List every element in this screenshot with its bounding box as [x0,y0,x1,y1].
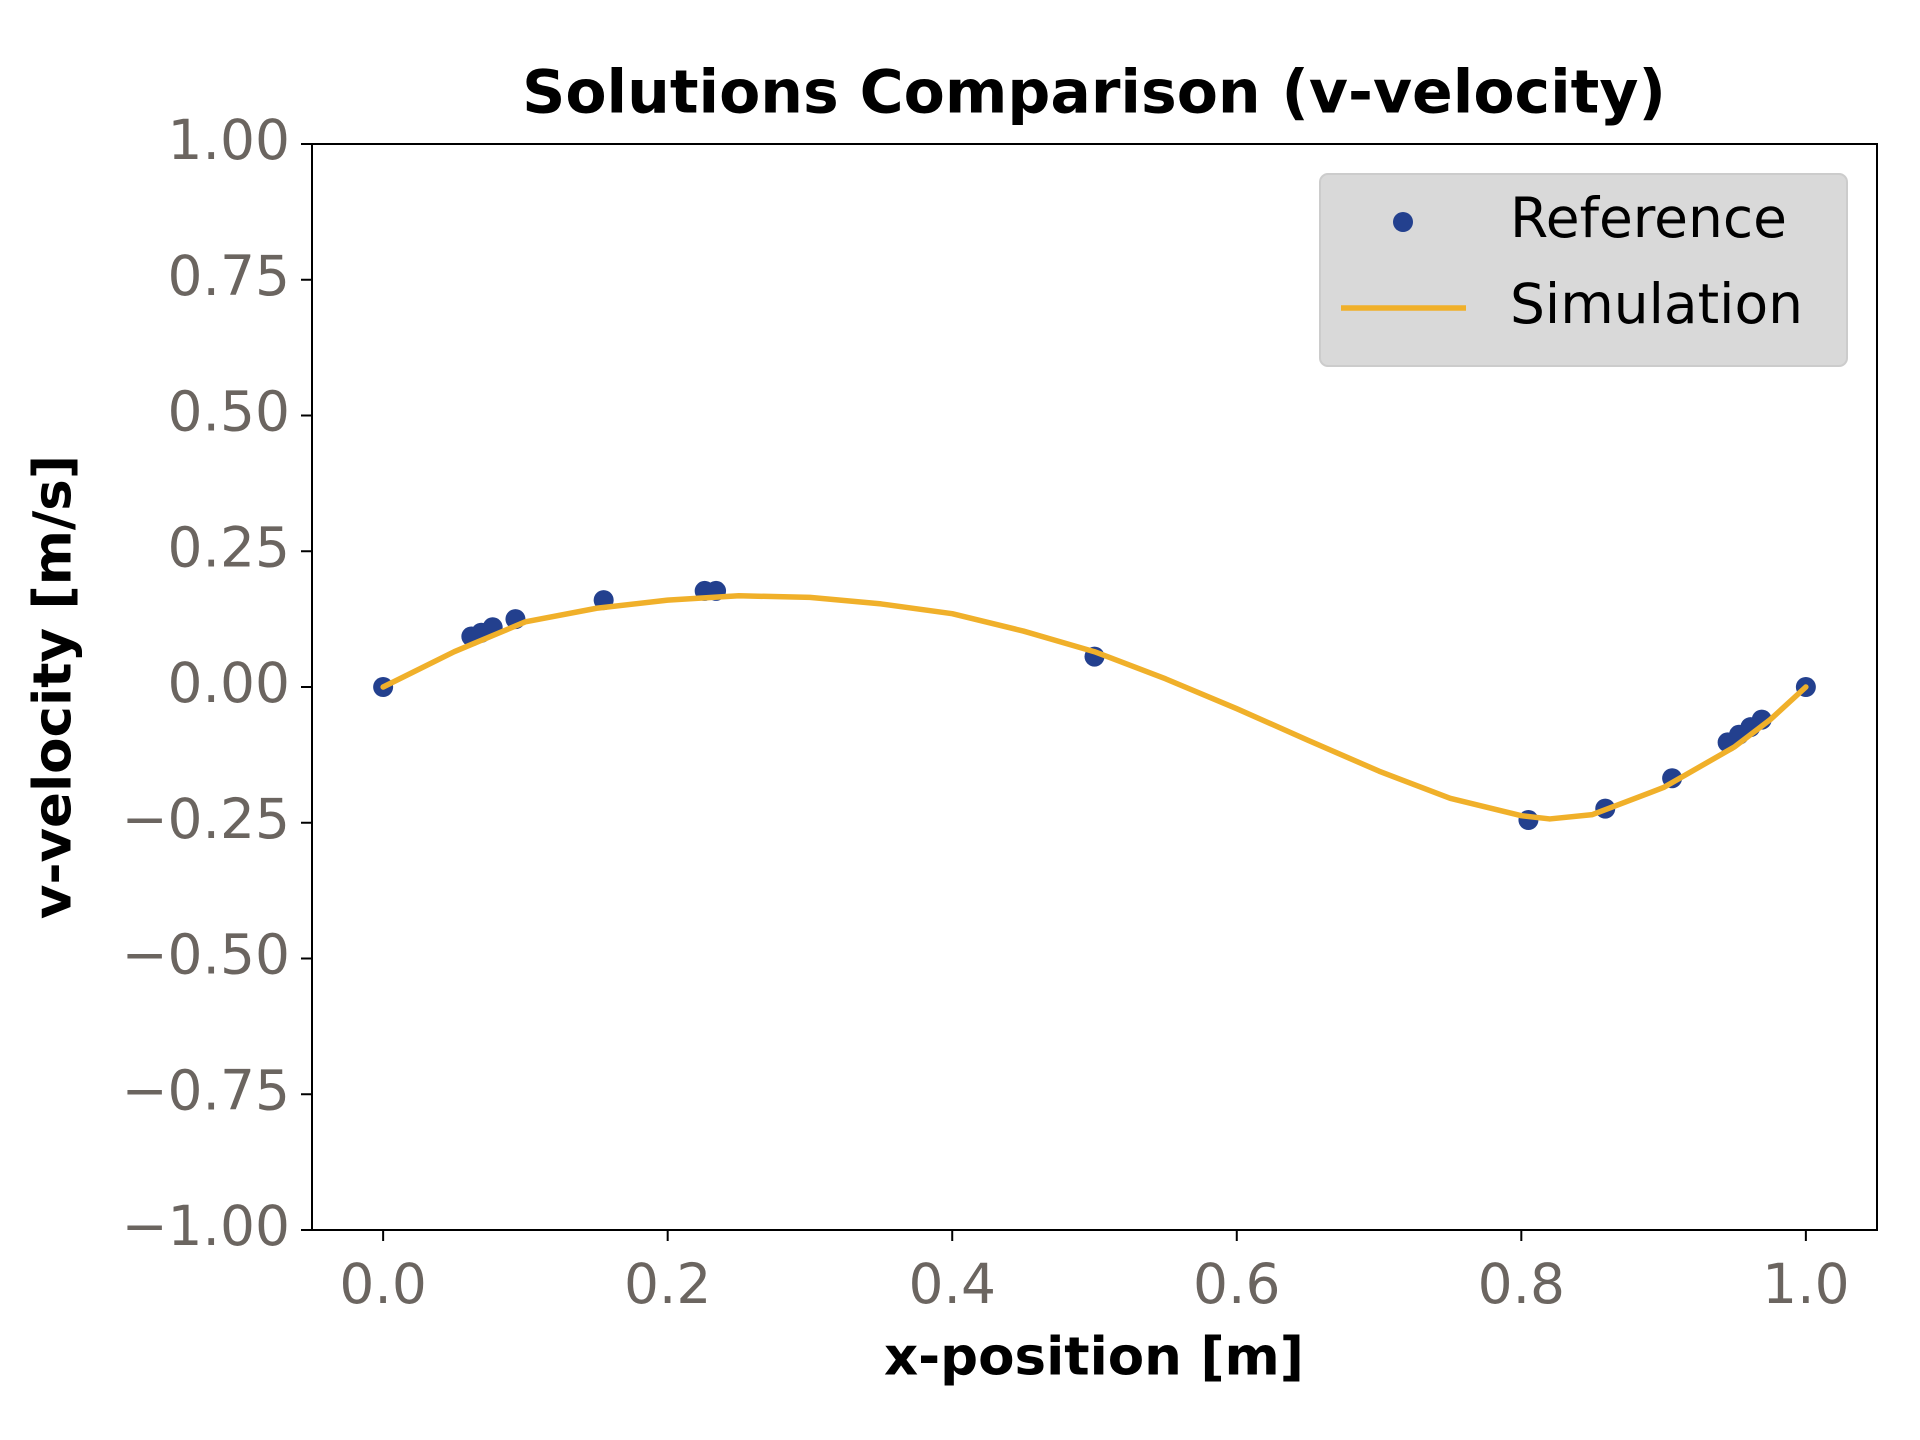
legend-label: Simulation [1510,272,1803,336]
y-tick-label: −0.50 [121,923,290,987]
x-tick-label: 1.0 [1762,1252,1849,1316]
y-tick-label: −0.25 [121,787,290,851]
y-tick-label: −1.00 [121,1194,290,1258]
y-tick-label: 0.00 [168,651,290,715]
y-tick-label: −0.75 [121,1058,290,1122]
legend: Reference Simulation [1319,173,1848,367]
x-tick-label: 0.8 [1478,1252,1565,1316]
y-axis-label: v-velocity [m/s] [23,455,84,919]
plot-frame [311,143,1878,1231]
legend-marker [1393,212,1413,232]
legend-box [1319,173,1848,367]
x-tick-label: 0.6 [1193,1252,1280,1316]
y-tick-label: 1.00 [168,108,290,172]
legend-label: Reference [1510,186,1787,250]
simulation-line [380,593,1809,822]
x-axis-label: x-position [m] [884,1327,1304,1388]
chart-title: Solutions Comparison (v-velocity) [522,58,1666,128]
y-tick-label: 0.75 [168,244,290,308]
y-tick-label: 0.50 [168,380,290,444]
x-tick-label: 0.4 [908,1252,995,1316]
x-tick-label: 0.2 [624,1252,711,1316]
y-tick-label: 0.25 [168,515,290,579]
x-tick-label: 0.0 [339,1252,426,1316]
